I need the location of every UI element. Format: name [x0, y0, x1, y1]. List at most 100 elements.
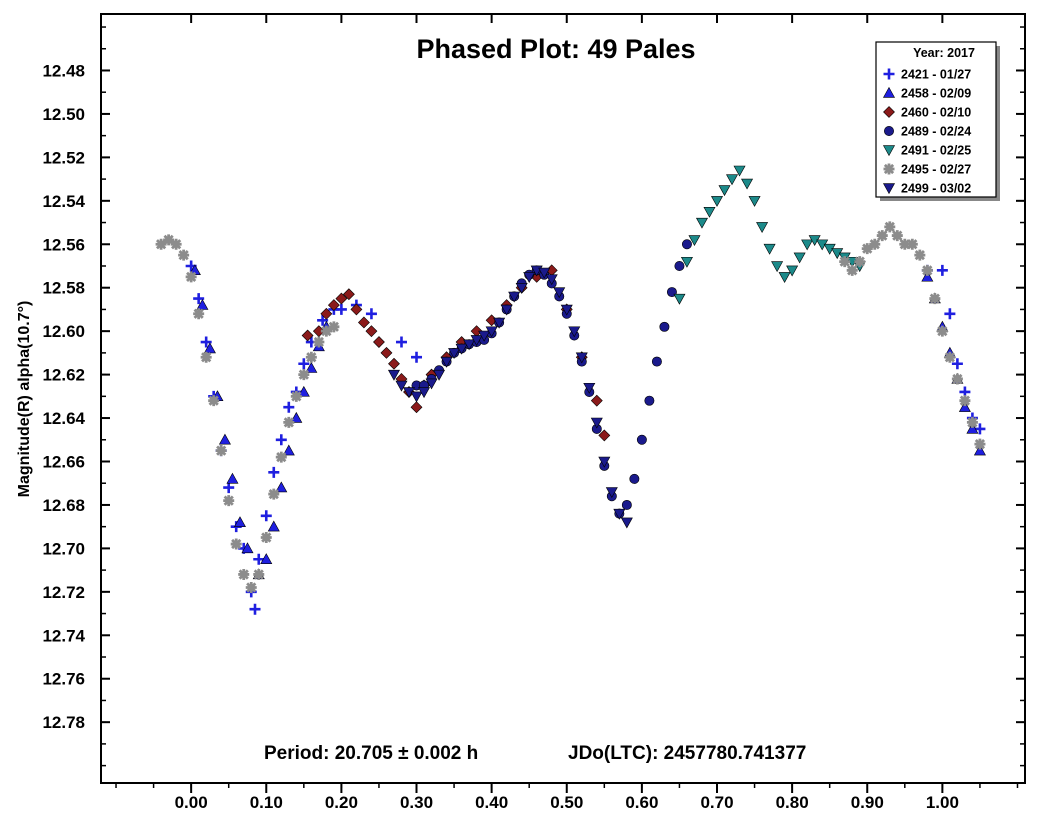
data-point [411, 351, 423, 363]
x-tick-label: 0.30 [400, 793, 433, 812]
data-point [233, 516, 246, 528]
data-point [267, 520, 280, 532]
data-point [253, 568, 265, 580]
data-point [884, 221, 896, 233]
data-point [470, 335, 483, 346]
data-point [523, 272, 536, 283]
data-point [298, 369, 310, 381]
data-point [659, 321, 670, 332]
data-point [959, 395, 971, 407]
y-tick-label: 12.60 [42, 322, 85, 341]
data-point [748, 196, 761, 207]
data-point [613, 508, 626, 520]
data-point [921, 270, 934, 282]
data-point [688, 235, 701, 247]
data-point [974, 423, 986, 435]
data-point [305, 351, 317, 363]
data-point [710, 196, 724, 207]
y-tick-label: 12.72 [42, 583, 85, 602]
data-point [493, 317, 506, 329]
data-point [718, 185, 731, 197]
x-tick-label: 0.60 [625, 793, 658, 812]
legend-box [875, 41, 997, 198]
data-point [673, 293, 686, 305]
data-point [410, 401, 423, 414]
data-point [388, 357, 400, 370]
data-point [425, 378, 438, 390]
data-point [974, 438, 986, 450]
legend-label: 2491 - 02/25 [901, 144, 971, 158]
data-point [966, 422, 979, 434]
data-point [241, 542, 254, 554]
data-point [644, 395, 655, 406]
x-tick-label: 0.20 [325, 793, 358, 812]
data-point [260, 510, 272, 522]
data-point [373, 336, 385, 348]
x-tick-label: 1.00 [926, 793, 959, 812]
data-point [275, 481, 288, 493]
data-point [508, 291, 521, 303]
data-point [620, 517, 633, 529]
y-tick-label: 12.78 [42, 713, 85, 732]
data-point [365, 325, 378, 338]
x-tick-label: 0.00 [175, 793, 208, 812]
data-point [763, 243, 776, 255]
y-axis-label: Magnitude(R) alpha(10.7°) [16, 301, 33, 498]
legend-marker [883, 68, 895, 80]
data-point [876, 230, 888, 242]
data-point [249, 603, 261, 615]
data-point [485, 326, 498, 338]
data-point [170, 238, 182, 250]
data-point [283, 416, 295, 428]
data-point [951, 373, 963, 385]
data-point [598, 429, 611, 442]
chart-title: Phased Plot: 49 Pales [416, 34, 695, 64]
data-point [297, 385, 310, 397]
data-point [629, 473, 640, 484]
y-tick-label: 12.66 [42, 452, 85, 471]
y-tick-label: 12.62 [42, 366, 85, 385]
data-point [455, 343, 468, 355]
data-point [223, 482, 235, 494]
data-point [793, 252, 806, 264]
y-tick-label: 12.54 [42, 192, 85, 211]
legend-label: 2460 - 02/10 [901, 106, 971, 120]
y-tick-label: 12.64 [42, 409, 85, 428]
period-annotation: Period: 20.705 ± 0.002 h [264, 743, 478, 764]
data-point [226, 472, 239, 484]
legend-marker [884, 126, 894, 136]
data-point [448, 348, 461, 359]
data-point [801, 239, 814, 251]
data-point [395, 380, 408, 392]
legend-title: Year: 2017 [913, 46, 975, 60]
data-point [268, 488, 280, 500]
data-point [301, 329, 314, 342]
data-point [560, 304, 573, 316]
data-point [327, 299, 340, 312]
data-point [854, 256, 866, 268]
data-point [380, 346, 393, 359]
data-point [575, 352, 588, 364]
data-points [155, 165, 986, 615]
data-point [218, 433, 231, 445]
data-point [317, 314, 329, 326]
legend-marker [883, 106, 895, 118]
data-point [786, 265, 799, 277]
data-point [305, 361, 318, 373]
data-point [387, 369, 400, 381]
data-point [238, 568, 250, 580]
x-tick-label: 0.10 [250, 793, 283, 812]
data-point [193, 293, 205, 305]
series-6 [387, 265, 633, 529]
data-point [155, 238, 167, 250]
data-point [320, 325, 332, 337]
data-point [418, 387, 431, 399]
data-point [538, 267, 551, 279]
data-point [545, 274, 558, 286]
data-point [869, 238, 881, 250]
legend-label: 2421 - 01/27 [901, 68, 971, 82]
y-axis: 12.48 12.50 12.52 12.54 12.56 12.58 12.60 12.62… [42, 26, 1025, 767]
data-point [463, 339, 476, 351]
data-point [245, 581, 257, 593]
data-point [185, 271, 197, 283]
